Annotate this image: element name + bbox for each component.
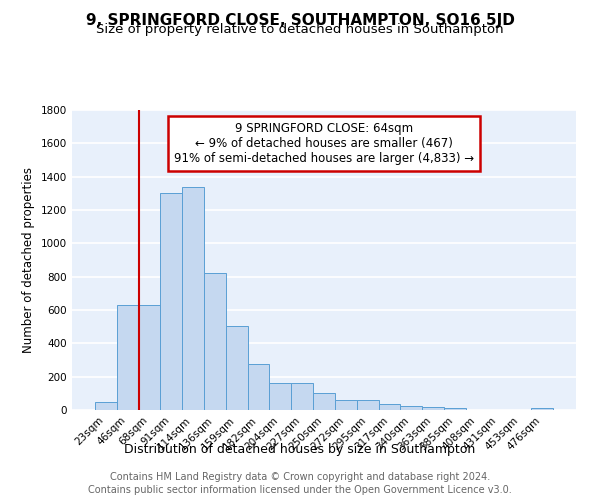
Text: 9, SPRINGFORD CLOSE, SOUTHAMPTON, SO16 5JD: 9, SPRINGFORD CLOSE, SOUTHAMPTON, SO16 5… [86,12,514,28]
Bar [95,402,117,410]
Bar [400,406,422,410]
Bar [379,404,400,410]
Bar [248,364,269,410]
Bar [357,400,379,410]
Y-axis label: Number of detached properties: Number of detached properties [22,167,35,353]
Text: Distribution of detached houses by size in Southampton: Distribution of detached houses by size … [124,442,476,456]
Text: Size of property relative to detached houses in Southampton: Size of property relative to detached ho… [96,22,504,36]
Bar [269,382,291,410]
Bar [182,186,204,410]
Text: Contains HM Land Registry data © Crown copyright and database right 2024.: Contains HM Land Registry data © Crown c… [110,472,490,482]
Bar [291,382,313,410]
Text: Contains public sector information licensed under the Open Government Licence v3: Contains public sector information licen… [88,485,512,495]
Text: 9 SPRINGFORD CLOSE: 64sqm
← 9% of detached houses are smaller (467)
91% of semi-: 9 SPRINGFORD CLOSE: 64sqm ← 9% of detach… [174,122,474,165]
Bar [204,274,226,410]
Bar [226,326,248,410]
Bar [313,392,335,410]
Bar [160,194,182,410]
Bar [531,408,553,410]
Bar [117,305,139,410]
Bar [139,305,160,410]
Bar [444,408,466,410]
Bar [422,406,444,410]
Bar [335,400,357,410]
